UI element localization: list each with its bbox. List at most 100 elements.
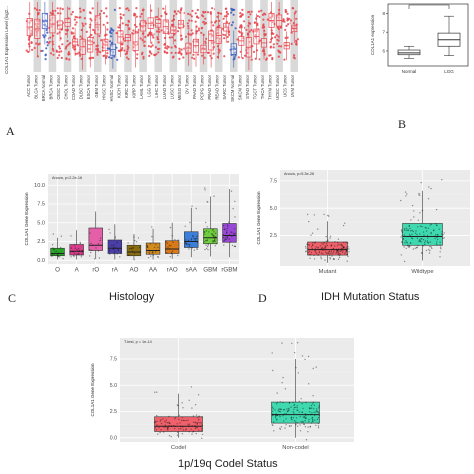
data-point [76,253,78,256]
data-point [330,244,333,246]
data-point [102,54,105,58]
data-point [46,31,49,34]
data-point [309,411,311,413]
data-point [195,207,197,210]
x-tick-label: O [55,267,60,274]
data-point [90,251,92,254]
data-point [79,35,82,38]
data-point [116,58,119,61]
data-point [198,415,200,417]
data-point [168,248,170,250]
data-point [317,425,320,427]
data-point [112,246,115,249]
tick-label: KICH Tumor [116,74,121,98]
data-point [96,53,99,56]
data-point [91,244,94,246]
data-point [407,229,409,231]
data-point [443,237,445,239]
data-point [417,226,419,228]
data-point [414,247,416,249]
box [69,244,84,256]
data-point [271,56,274,60]
data-point [245,28,248,31]
data-point [327,240,329,242]
data-point [272,43,275,46]
data-point [204,248,206,251]
data-point [56,32,59,35]
data-point [207,243,209,245]
data-point [262,23,265,26]
data-point [207,201,209,203]
x-tick-label: A [75,267,80,274]
data-point [185,242,187,245]
data-point [293,352,296,354]
data-point [206,11,210,14]
data-point [206,240,208,242]
data-point [150,52,153,55]
data-point [35,8,39,11]
data-point [292,401,294,403]
data-point [102,23,105,26]
data-point [76,52,79,55]
data-point [213,235,215,237]
data-point [314,414,316,417]
data-point [284,36,287,40]
data-point [163,30,166,34]
data-point [413,210,415,212]
data-point [283,58,286,61]
data-point [301,411,303,413]
data-point [230,11,233,14]
data-point [341,243,343,246]
data-point [271,406,274,408]
panel-c-xtitle: Histology [109,291,155,303]
data-point [201,427,203,430]
data-point [222,236,224,239]
data-point [81,252,83,254]
data-point [60,50,63,53]
data-point [421,225,423,228]
data-point [315,410,318,412]
data-point [283,409,286,411]
data-point [201,430,203,432]
data-point [191,9,194,12]
data-point [342,224,345,227]
data-point [222,234,224,236]
data-point [438,228,440,230]
data-point [135,25,138,28]
data-point [331,255,333,257]
data-point [435,243,438,245]
data-point [341,245,344,247]
data-point [223,37,226,40]
data-point [185,35,188,38]
data-point [342,250,344,252]
data-point [206,226,208,228]
data-point [226,35,229,39]
data-point [250,28,253,32]
data-point [37,19,41,23]
data-point [163,51,166,54]
data-point [308,244,311,246]
data-point [196,30,199,33]
data-point [81,250,83,252]
data-point [173,33,176,36]
data-point [316,410,319,413]
data-point [91,7,94,10]
box [88,227,103,251]
data-point [113,253,115,255]
data-point [218,40,221,43]
data-point [285,412,287,415]
data-point [313,411,315,414]
data-point [424,226,427,229]
tick-label: ESCA Tumor [86,74,91,99]
data-point [284,28,287,31]
data-point [344,248,346,250]
data-point [163,426,165,428]
data-point [159,431,161,434]
data-point [345,249,348,251]
data-point [148,252,150,254]
data-point [127,242,129,244]
data-point [296,422,298,424]
data-point [322,243,325,245]
data-point [71,10,74,14]
data-point [206,239,208,241]
